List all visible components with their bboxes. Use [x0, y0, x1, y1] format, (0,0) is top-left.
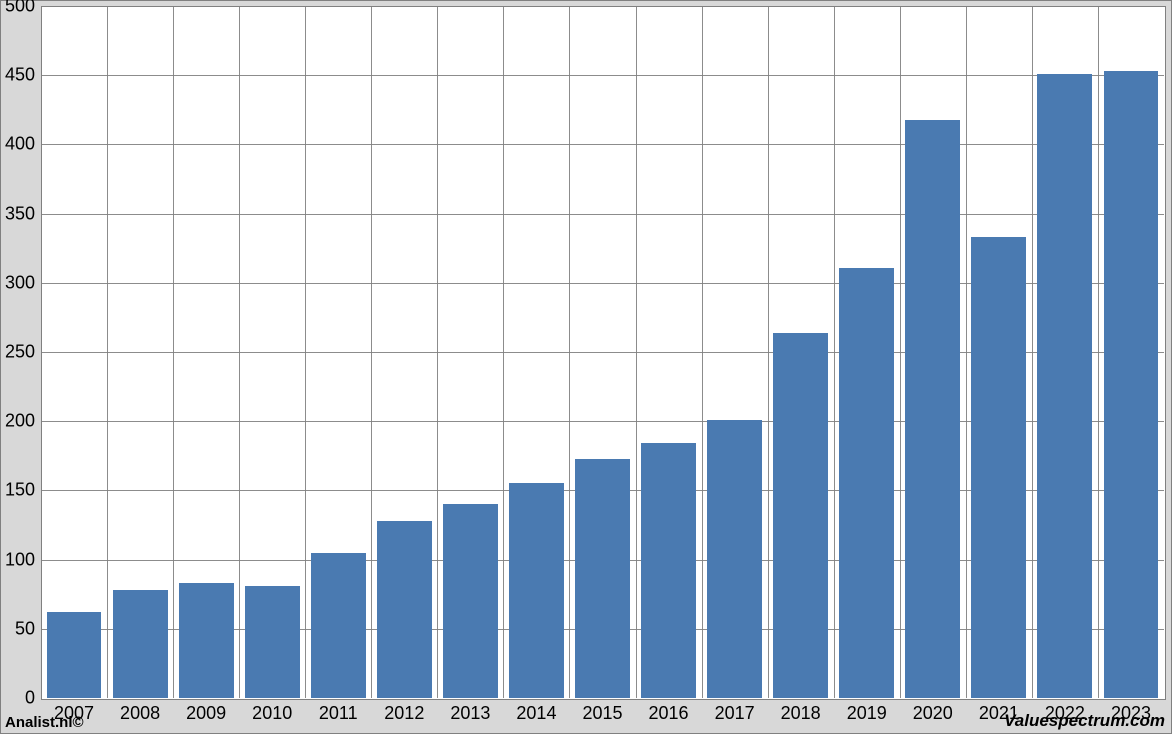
- grid-line-vertical: [569, 6, 570, 698]
- bar-2009: [179, 583, 234, 698]
- grid-line-vertical: [702, 6, 703, 698]
- grid-line-vertical: [1098, 6, 1099, 698]
- bar-2015: [575, 459, 630, 698]
- y-tick-label: 250: [1, 342, 35, 363]
- x-tick-label: 2017: [715, 703, 755, 724]
- bar-2021: [971, 237, 1026, 698]
- x-tick-label: 2013: [450, 703, 490, 724]
- grid-line-vertical: [900, 6, 901, 698]
- bar-2013: [443, 504, 498, 698]
- x-tick-label: 2011: [319, 703, 358, 724]
- y-tick-label: 0: [1, 688, 35, 709]
- x-tick-label: 2016: [649, 703, 689, 724]
- x-tick-label: 2018: [781, 703, 821, 724]
- y-tick-label: 200: [1, 411, 35, 432]
- bar-2012: [377, 521, 432, 698]
- grid-line-vertical: [834, 6, 835, 698]
- x-tick-label: 2009: [186, 703, 226, 724]
- watermark-right: Valuespectrum.com: [1004, 711, 1165, 731]
- bar-2016: [641, 443, 696, 698]
- y-tick-label: 350: [1, 203, 35, 224]
- bar-2010: [245, 586, 300, 698]
- y-tick-label: 150: [1, 480, 35, 501]
- x-tick-label: 2014: [516, 703, 556, 724]
- watermark-left: Analist.nl©: [5, 714, 84, 731]
- grid-line-horizontal: [41, 144, 1164, 145]
- x-tick-label: 2020: [913, 703, 953, 724]
- y-tick-label: 450: [1, 65, 35, 86]
- grid-line-vertical: [371, 6, 372, 698]
- x-tick-label: 2015: [582, 703, 622, 724]
- bar-2007: [47, 612, 102, 698]
- bar-2023: [1104, 71, 1159, 698]
- grid-line-vertical: [503, 6, 504, 698]
- y-tick-label: 300: [1, 272, 35, 293]
- grid-line-horizontal: [41, 75, 1164, 76]
- y-tick-label: 100: [1, 549, 35, 570]
- bar-2017: [707, 420, 762, 698]
- chart-frame: 050100150200250300350400450500 200720082…: [0, 0, 1172, 734]
- grid-line-vertical: [1032, 6, 1033, 698]
- y-tick-label: 500: [1, 0, 35, 17]
- bar-2011: [311, 553, 366, 698]
- grid-line-vertical: [437, 6, 438, 698]
- x-tick-label: 2010: [252, 703, 292, 724]
- grid-line-vertical: [768, 6, 769, 698]
- x-tick-label: 2019: [847, 703, 887, 724]
- grid-line-vertical: [636, 6, 637, 698]
- grid-line-vertical: [239, 6, 240, 698]
- grid-line-vertical: [966, 6, 967, 698]
- bar-2008: [113, 590, 168, 698]
- y-tick-label: 50: [1, 618, 35, 639]
- plot-area: [41, 6, 1164, 698]
- bar-2020: [905, 120, 960, 699]
- bar-2018: [773, 333, 828, 698]
- bar-2019: [839, 268, 894, 698]
- grid-line-vertical: [305, 6, 306, 698]
- grid-line-horizontal: [41, 214, 1164, 215]
- x-tick-label: 2008: [120, 703, 160, 724]
- x-tick-label: 2012: [384, 703, 424, 724]
- grid-line-vertical: [173, 6, 174, 698]
- grid-line-vertical: [107, 6, 108, 698]
- bar-2022: [1037, 74, 1092, 698]
- y-tick-label: 400: [1, 134, 35, 155]
- bar-2014: [509, 483, 564, 698]
